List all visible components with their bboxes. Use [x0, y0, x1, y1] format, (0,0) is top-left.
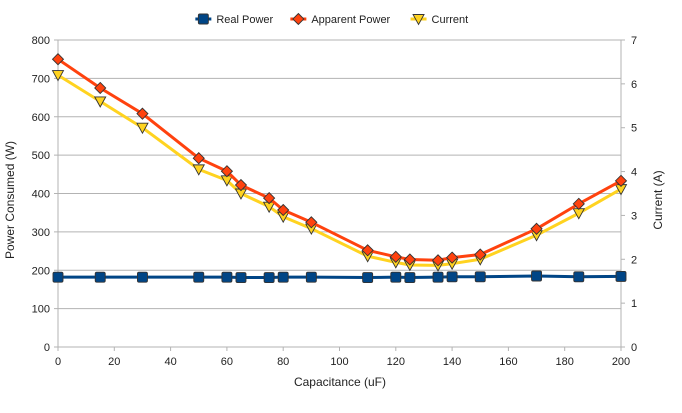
- data-point: [446, 271, 458, 283]
- data-point: [52, 271, 64, 283]
- data-point: [221, 271, 233, 283]
- legend: Real Power Apparent Power Current: [195, 12, 469, 26]
- y-tick-label: 500: [32, 150, 50, 162]
- x-tick-label: 40: [164, 356, 176, 368]
- legend-label: Apparent Power: [311, 14, 390, 26]
- x-tick-label: 120: [387, 356, 405, 368]
- y-axis-title: Power Consumed (W): [3, 141, 17, 259]
- data-point: [93, 96, 107, 108]
- data-point: [390, 271, 402, 283]
- x-tick-label: 60: [221, 356, 233, 368]
- y-tick-label: 200: [32, 265, 50, 277]
- series-apparent-power: [51, 53, 628, 267]
- data-point: [389, 250, 402, 263]
- y-tick-label: 0: [44, 342, 50, 354]
- data-point: [615, 270, 627, 282]
- data-point: [531, 270, 542, 282]
- data-point: [263, 272, 275, 283]
- x-tick-label: 80: [277, 356, 289, 368]
- y-tick-label: 300: [32, 227, 50, 239]
- y-tick-label: 700: [32, 73, 50, 85]
- grid: [58, 39, 621, 348]
- series-line: [57, 57, 622, 262]
- data-point: [277, 203, 290, 217]
- legend-marker: [197, 13, 209, 25]
- y-tick-label: 400: [32, 189, 50, 201]
- data-point: [361, 244, 374, 257]
- x-axis-title: Capacitance (uF): [294, 375, 386, 389]
- series-current: [51, 70, 628, 272]
- legend-marker: [292, 12, 305, 26]
- data-point: [362, 272, 374, 283]
- data-point: [305, 271, 317, 283]
- data-point: [614, 174, 628, 187]
- y2-tick-label: 7: [631, 35, 637, 47]
- data-point: [404, 272, 416, 283]
- data-point: [136, 271, 148, 283]
- x-tick-label: 140: [443, 356, 461, 368]
- data-point: [445, 251, 459, 264]
- data-point: [403, 253, 417, 266]
- data-point: [432, 271, 444, 283]
- data-point: [474, 248, 487, 261]
- legend-item: Real Power: [195, 13, 274, 26]
- data-point: [530, 222, 543, 235]
- x-tick-label: 180: [556, 356, 574, 368]
- series: [51, 53, 628, 283]
- data-point: [94, 81, 107, 95]
- x-tick-label: 20: [108, 356, 120, 368]
- data-point: [51, 53, 65, 66]
- x-tick-label: 100: [330, 356, 348, 368]
- data-point: [277, 271, 289, 283]
- series-line: [57, 73, 622, 267]
- data-point: [193, 271, 205, 283]
- data-point: [136, 107, 149, 120]
- y2-tick-label: 5: [631, 123, 637, 135]
- tick-labels: 0 100 200 300 400 500 600 700 800 0 1 2 3 4 5 6 7 0 20 40 60…: [32, 35, 637, 368]
- x-tick-label: 200: [612, 356, 630, 368]
- series-real-power: [52, 270, 627, 283]
- y2-tick-label: 2: [631, 254, 637, 266]
- data-point: [431, 254, 445, 267]
- y-tick-label: 600: [32, 112, 50, 124]
- data-point: [572, 197, 585, 210]
- data-point: [136, 122, 149, 135]
- data-point: [192, 152, 205, 165]
- y2-tick-label: 3: [631, 210, 637, 222]
- data-point: [262, 191, 276, 205]
- y2-axis-title: Current (A): [651, 170, 665, 229]
- y2-tick-label: 1: [631, 298, 637, 310]
- legend-item: Current: [410, 14, 469, 26]
- legend-marker: [412, 14, 425, 26]
- y2-tick-label: 6: [631, 79, 637, 91]
- data-point: [573, 271, 585, 283]
- y2-tick-label: 0: [631, 342, 637, 354]
- y2-tick-label: 4: [631, 167, 637, 179]
- y-tick-label: 100: [32, 304, 50, 316]
- data-point: [94, 271, 106, 283]
- data-point: [51, 70, 65, 82]
- data-point: [234, 178, 248, 192]
- axes: [54, 39, 625, 351]
- data-point: [474, 271, 486, 283]
- data-point: [192, 164, 206, 176]
- legend-label: Real Power: [216, 14, 273, 26]
- data-point: [305, 216, 318, 229]
- legend-item: Apparent Power: [290, 12, 391, 26]
- legend-label: Current: [432, 14, 469, 26]
- x-tick-label: 0: [55, 356, 61, 368]
- y-tick-label: 800: [32, 35, 50, 47]
- x-tick-label: 160: [499, 356, 517, 368]
- series-line: [58, 274, 622, 280]
- data-point: [235, 272, 247, 283]
- data-point: [220, 165, 234, 178]
